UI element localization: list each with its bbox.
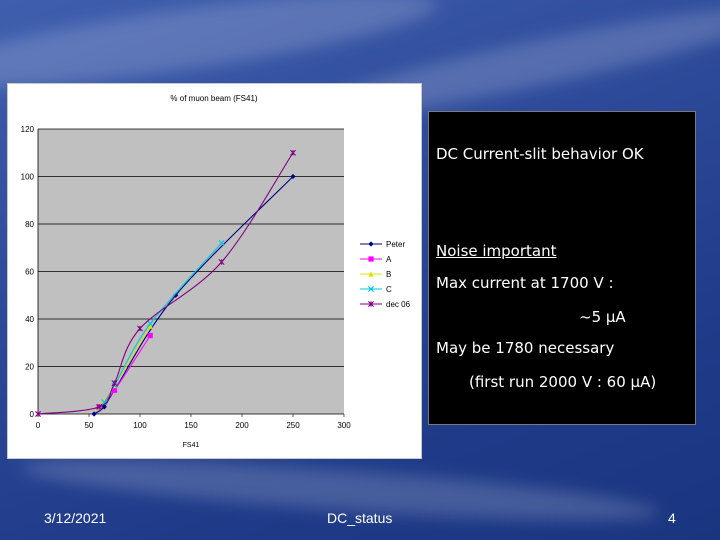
chart-image: % of muon beam (FS41) FS41 0 20 40 60 80 100 1… [7,83,422,459]
data-point-a [111,387,118,393]
notes-line-behavior: DC Current-slit behavior OK [436,145,644,163]
notes-line-noise: Noise important [436,242,557,260]
data-point-a [147,333,153,339]
legend-label-dec-06: dec 06 [386,300,411,309]
data-point-dec-06 [111,380,118,387]
data-point-dec-06 [35,411,41,417]
x-axis-label: FS41 [183,442,200,449]
data-point-peter [173,292,179,298]
data-point-peter [290,173,296,180]
data-point-dec-06 [218,259,225,265]
series-line-peter [93,176,294,415]
legend-label-b: B [386,270,391,279]
legend-label-a: A [386,255,392,264]
notes-line-max-current: Max current at 1700 V : [436,274,614,292]
y-tick-label: 40 [25,315,34,324]
y-tick-label: 80 [25,220,34,229]
data-point-dec-06 [137,325,143,332]
notes-textbox: DC Current-slit behavior OK Noise import… [428,111,696,425]
legend-marker-a [368,256,374,262]
y-tick-label: 100 [21,173,35,182]
x-tick-label: 300 [337,421,351,430]
data-point-c [218,239,225,247]
data-point-c [101,399,108,406]
series-line-c [103,242,223,403]
data-point-c [147,320,154,327]
notes-line-voltage: May be 1780 necessary [436,339,615,357]
legend-marker-dec-06 [368,301,374,307]
notes-line-first-run: (first run 2000 V : 60 µA) [469,373,657,391]
data-point-dec-06 [96,403,103,410]
legend-label-peter: Peter [386,240,405,249]
x-tick-label: 0 [36,421,41,430]
y-tick-label: 0 [30,410,35,419]
x-tick-label: 100 [133,421,147,430]
data-point-peter [91,411,97,417]
notes-line-current-value: ~5 µA [579,308,626,326]
x-tick-label: 150 [184,421,198,430]
line-chart: % of muon beam (FS41) FS41 0 20 40 60 80 100 1… [21,94,411,449]
legend-marker-peter [368,241,374,247]
y-tick-label: 60 [25,268,34,277]
y-tick-label: 20 [25,363,34,372]
slide-footer-title: DC_status [327,510,393,526]
chart-title: % of muon beam (FS41) [170,94,257,103]
slide-page-number: 4 [668,510,676,526]
data-point-dec-06 [290,149,296,156]
y-tick-label: 120 [21,125,35,134]
data-point-b [147,323,153,329]
legend-marker-c [367,285,375,293]
slide-date: 3/12/2021 [44,510,107,526]
x-tick-label: 50 [85,421,94,430]
x-tick-label: 250 [286,421,300,430]
legend-label-c: C [386,285,392,294]
x-tick-label: 200 [235,421,249,430]
legend-marker-b [368,271,374,277]
